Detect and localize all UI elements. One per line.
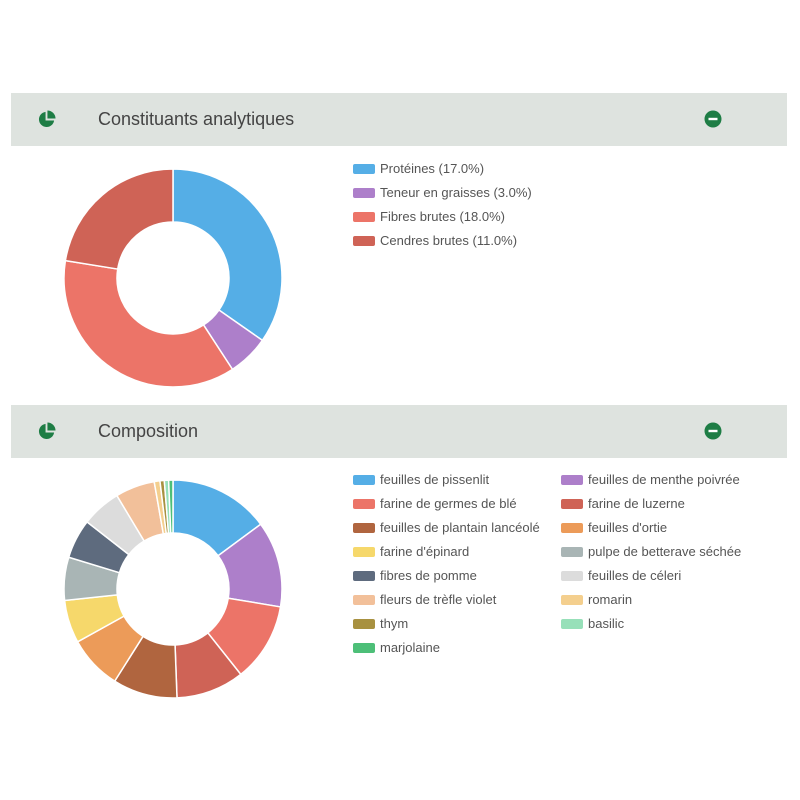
legend-item[interactable]: Cendres brutes (11.0%): [353, 229, 517, 253]
donut-slice-14[interactable]: [167, 479, 174, 534]
legend-item[interactable]: feuilles de pissenlit: [353, 468, 489, 492]
donut-slice-0[interactable]: [172, 168, 283, 342]
legend-swatch: [561, 570, 583, 581]
legend-swatch: [353, 642, 375, 653]
legend-label: feuilles de pissenlit: [380, 472, 490, 487]
panel-title-constituants: Constituants analytiques: [98, 109, 295, 129]
collapse-minus-icon[interactable]: [704, 422, 722, 440]
donut-chart-composition: [63, 479, 283, 699]
legend-swatch: [353, 163, 375, 174]
legend-item[interactable]: Teneur en graisses (3.0%): [353, 181, 532, 205]
legend-item[interactable]: feuilles de céleri: [561, 564, 681, 588]
panel-title-composition: Composition: [98, 421, 199, 441]
legend-item[interactable]: farine d'épinard: [353, 540, 469, 564]
legend-constituants: Protéines (17.0%) Teneur en graisses (3.0…: [353, 157, 773, 257]
legend-label: feuilles de plantain lancéolé: [380, 520, 540, 535]
legend-label: feuilles de menthe poivrée: [588, 472, 740, 487]
legend-item[interactable]: farine de luzerne: [561, 492, 685, 516]
legend-swatch: [561, 618, 583, 629]
legend-label: fleurs de trèfle violet: [380, 592, 497, 607]
legend-label: marjolaine: [380, 640, 440, 655]
legend-item[interactable]: marjolaine: [353, 636, 440, 660]
legend-swatch: [561, 498, 583, 509]
legend-swatch: [353, 546, 375, 557]
legend-item[interactable]: pulpe de betterave séchée: [561, 540, 741, 564]
legend-label: Cendres brutes (11.0%): [380, 233, 518, 248]
legend-item[interactable]: farine de germes de blé: [353, 492, 517, 516]
legend-label: feuilles de céleri: [588, 568, 682, 583]
legend-label: Protéines (17.0%): [380, 161, 485, 176]
donut-slice-2[interactable]: [63, 259, 234, 388]
legend-swatch: [353, 235, 375, 246]
legend-swatch: [561, 522, 583, 533]
panel-header-constituants: Constituants analytiques: [11, 93, 787, 146]
legend-swatch: [561, 474, 583, 485]
collapse-minus-icon[interactable]: [704, 110, 722, 128]
legend-swatch: [561, 546, 583, 557]
legend-composition: feuilles de pissenlit feuilles de menthe …: [353, 468, 783, 668]
legend-label: romarin: [588, 592, 633, 607]
legend-item[interactable]: feuilles de menthe poivrée: [561, 468, 740, 492]
legend-swatch: [353, 474, 375, 485]
legend-swatch: [353, 618, 375, 629]
legend-item[interactable]: feuilles de plantain lancéolé: [353, 516, 540, 540]
legend-swatch: [353, 570, 375, 581]
legend-label: Teneur en graisses (3.0%): [380, 185, 532, 200]
pie-chart-icon: [38, 422, 56, 440]
legend-label: farine d'épinard: [380, 544, 470, 559]
legend-swatch: [353, 522, 375, 533]
legend-item[interactable]: basilic: [561, 612, 624, 636]
donut-slice-3[interactable]: [64, 168, 174, 270]
legend-label: farine de germes de blé: [380, 496, 517, 511]
legend-item[interactable]: romarin: [561, 588, 632, 612]
donut-chart-constituants: [63, 168, 283, 388]
legend-item[interactable]: Protéines (17.0%): [353, 157, 484, 181]
legend-label: farine de luzerne: [588, 496, 685, 511]
legend-label: pulpe de betterave séchée: [588, 544, 742, 559]
legend-item[interactable]: fibres de pomme: [353, 564, 477, 588]
legend-swatch: [353, 498, 375, 509]
legend-label: Fibres brutes (18.0%): [380, 209, 505, 224]
legend-label: fibres de pomme: [380, 568, 477, 583]
legend-item[interactable]: Fibres brutes (18.0%): [353, 205, 505, 229]
legend-swatch: [353, 211, 375, 222]
legend-swatch: [353, 187, 375, 198]
legend-label: basilic: [588, 616, 625, 631]
legend-swatch: [561, 594, 583, 605]
pie-chart-icon: [38, 110, 56, 128]
legend-swatch: [353, 594, 375, 605]
legend-item[interactable]: thym: [353, 612, 408, 636]
legend-item[interactable]: feuilles d'ortie: [561, 516, 667, 540]
legend-label: thym: [380, 616, 409, 631]
panel-header-composition: Composition: [11, 405, 787, 458]
legend-label: feuilles d'ortie: [588, 520, 668, 535]
legend-item[interactable]: fleurs de trèfle violet: [353, 588, 496, 612]
